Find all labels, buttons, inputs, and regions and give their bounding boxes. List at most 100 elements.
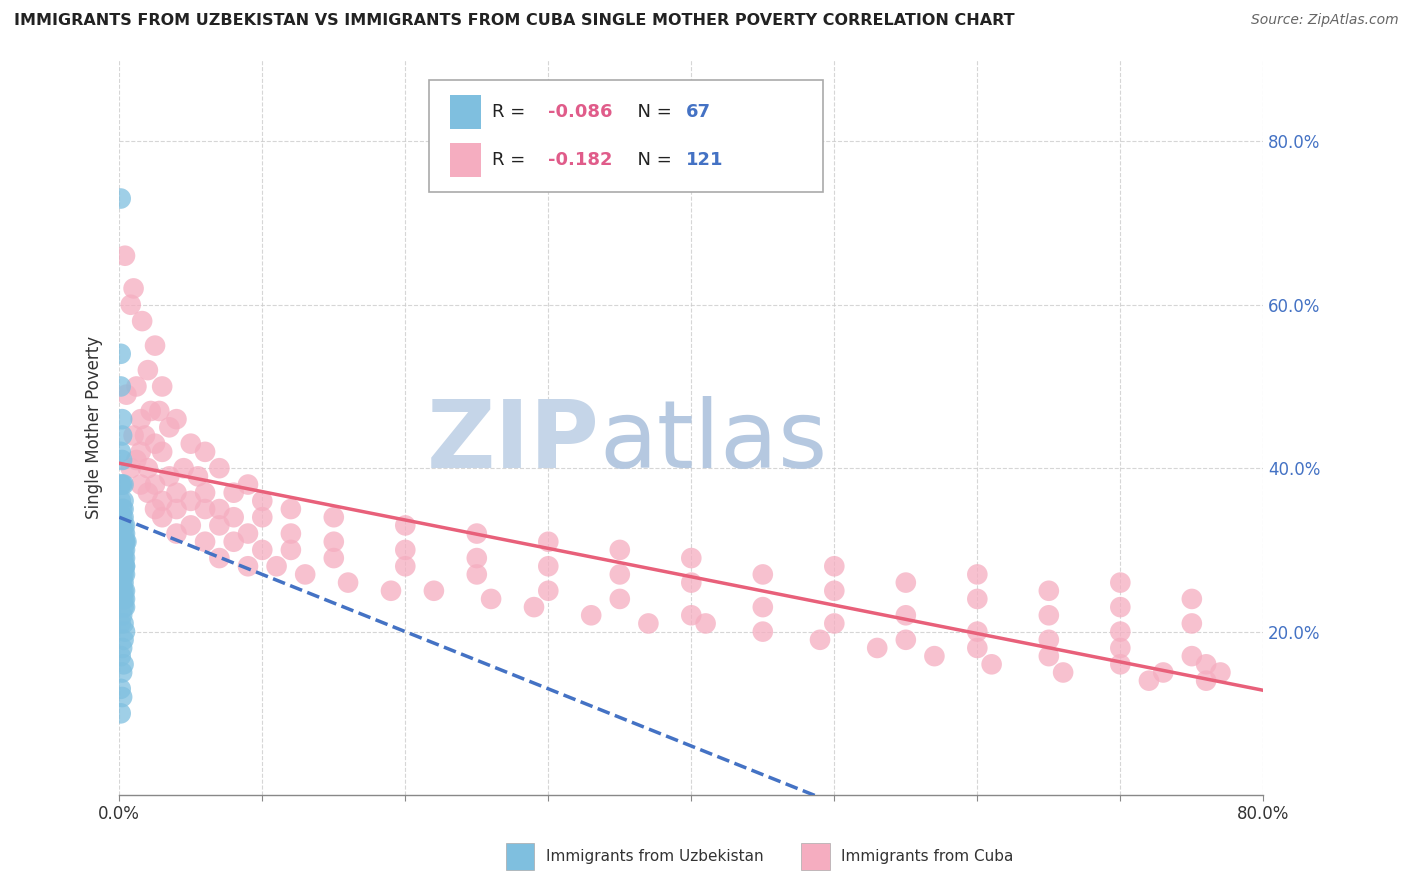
- Point: [112, 616, 135, 631]
- Point: [114, 600, 136, 615]
- Point: [479, 591, 502, 606]
- Point: [394, 559, 416, 574]
- Point: [110, 583, 132, 598]
- Point: [194, 534, 217, 549]
- Point: [136, 363, 159, 377]
- Point: [120, 298, 142, 312]
- Point: [134, 428, 156, 442]
- Point: [1109, 640, 1132, 655]
- Point: [681, 575, 703, 590]
- Point: [112, 600, 135, 615]
- Point: [208, 502, 231, 516]
- Y-axis label: Single Mother Poverty: Single Mother Poverty: [86, 335, 103, 519]
- Point: [180, 494, 202, 508]
- Point: [180, 518, 202, 533]
- Point: [681, 551, 703, 566]
- Point: [423, 583, 446, 598]
- Point: [114, 542, 136, 557]
- Point: [465, 551, 488, 566]
- Point: [111, 559, 134, 574]
- Point: [112, 494, 135, 508]
- Point: [394, 542, 416, 557]
- Point: [579, 608, 602, 623]
- Point: [1152, 665, 1174, 680]
- Point: [143, 436, 166, 450]
- Point: [609, 567, 631, 582]
- Point: [208, 551, 231, 566]
- Point: [112, 567, 135, 582]
- Point: [111, 518, 134, 533]
- Point: [966, 591, 988, 606]
- Point: [114, 551, 136, 566]
- Point: [1109, 657, 1132, 672]
- Point: [187, 469, 209, 483]
- Point: [110, 542, 132, 557]
- Point: [110, 494, 132, 508]
- Point: [111, 534, 134, 549]
- Point: [1038, 649, 1060, 664]
- Point: [112, 502, 135, 516]
- Point: [136, 461, 159, 475]
- Point: [173, 461, 195, 475]
- Point: [112, 632, 135, 647]
- Point: [111, 665, 134, 680]
- Point: [337, 575, 360, 590]
- Point: [112, 591, 135, 606]
- Point: [537, 559, 560, 574]
- Point: [537, 534, 560, 549]
- Point: [111, 502, 134, 516]
- Point: [120, 461, 142, 475]
- Point: [111, 412, 134, 426]
- Text: -0.086: -0.086: [548, 103, 613, 121]
- Point: [222, 534, 245, 549]
- Point: [114, 249, 136, 263]
- Point: [236, 559, 259, 574]
- Text: Immigrants from Cuba: Immigrants from Cuba: [841, 849, 1014, 863]
- Point: [110, 534, 132, 549]
- Point: [924, 649, 946, 664]
- Point: [110, 649, 132, 664]
- Point: [111, 428, 134, 442]
- Point: [280, 526, 302, 541]
- Text: N =: N =: [626, 151, 678, 169]
- Point: [114, 526, 136, 541]
- Text: -0.182: -0.182: [548, 151, 613, 169]
- Point: [112, 518, 135, 533]
- Point: [110, 681, 132, 696]
- Point: [1137, 673, 1160, 688]
- Point: [111, 477, 134, 491]
- Point: [966, 640, 988, 655]
- Point: [112, 534, 135, 549]
- Point: [125, 453, 148, 467]
- Point: [752, 600, 775, 615]
- Point: [166, 485, 188, 500]
- Point: [194, 485, 217, 500]
- Point: [208, 461, 231, 475]
- Point: [537, 583, 560, 598]
- Point: [111, 567, 134, 582]
- Point: [143, 477, 166, 491]
- Point: [322, 551, 344, 566]
- Point: [112, 477, 135, 491]
- Point: [150, 494, 173, 508]
- Point: [222, 485, 245, 500]
- Point: [1195, 673, 1218, 688]
- Point: [115, 387, 138, 401]
- Point: [1109, 624, 1132, 639]
- Point: [465, 567, 488, 582]
- Point: [208, 518, 231, 533]
- Point: [1109, 600, 1132, 615]
- Point: [150, 379, 173, 393]
- Point: [637, 616, 659, 631]
- Point: [110, 706, 132, 721]
- Point: [139, 404, 162, 418]
- Point: [110, 518, 132, 533]
- Point: [1038, 608, 1060, 623]
- Point: [114, 518, 136, 533]
- Point: [136, 485, 159, 500]
- Point: [1181, 649, 1204, 664]
- Point: [122, 428, 145, 442]
- Point: [1181, 591, 1204, 606]
- Point: [157, 469, 180, 483]
- Point: [112, 551, 135, 566]
